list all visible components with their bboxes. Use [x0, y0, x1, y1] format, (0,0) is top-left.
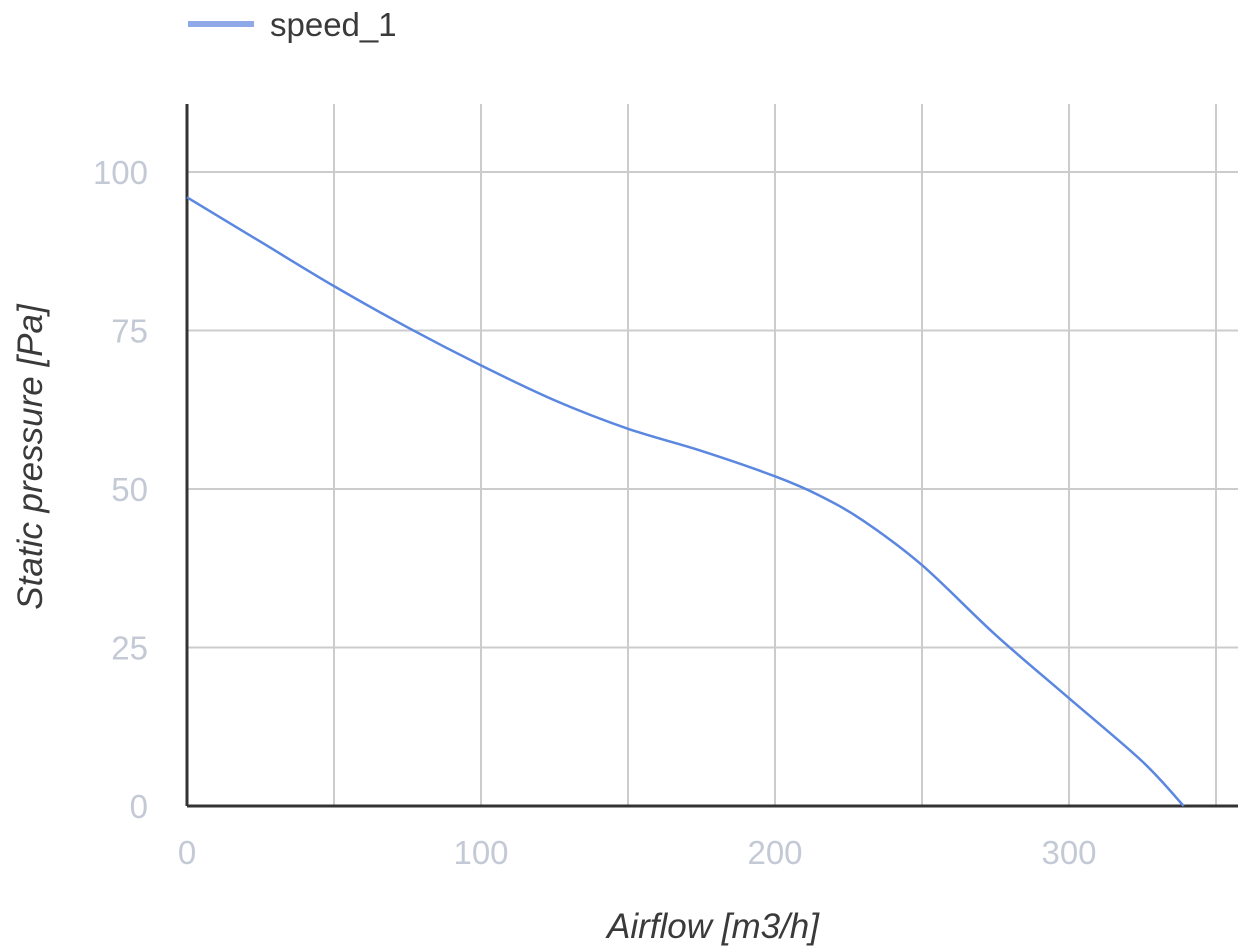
x-tick-label: 200: [747, 834, 802, 871]
x-tick-label: 300: [1041, 834, 1096, 871]
x-axis-title: Airflow [m3/h]: [605, 907, 820, 946]
x-tick-label: 100: [453, 834, 508, 871]
y-axis-title: Static pressure [Pa]: [11, 303, 50, 610]
x-tick-label: 0: [178, 834, 196, 871]
series-line-speed-1: [186, 196, 1185, 807]
series-layer: [186, 196, 1185, 807]
grid: [187, 104, 1238, 806]
y-tick-label: 25: [111, 630, 148, 667]
legend-label-speed-1: speed_1: [270, 6, 397, 43]
y-tick-label: 100: [93, 154, 148, 191]
axes: [185, 104, 1238, 808]
legend: speed_1: [188, 6, 397, 43]
tick-labels: 0 100 200 300 0 25 50 75 100: [93, 154, 1097, 871]
y-tick-label: 75: [111, 313, 148, 350]
y-tick-label: 0: [130, 788, 148, 825]
y-tick-label: 50: [111, 471, 148, 508]
